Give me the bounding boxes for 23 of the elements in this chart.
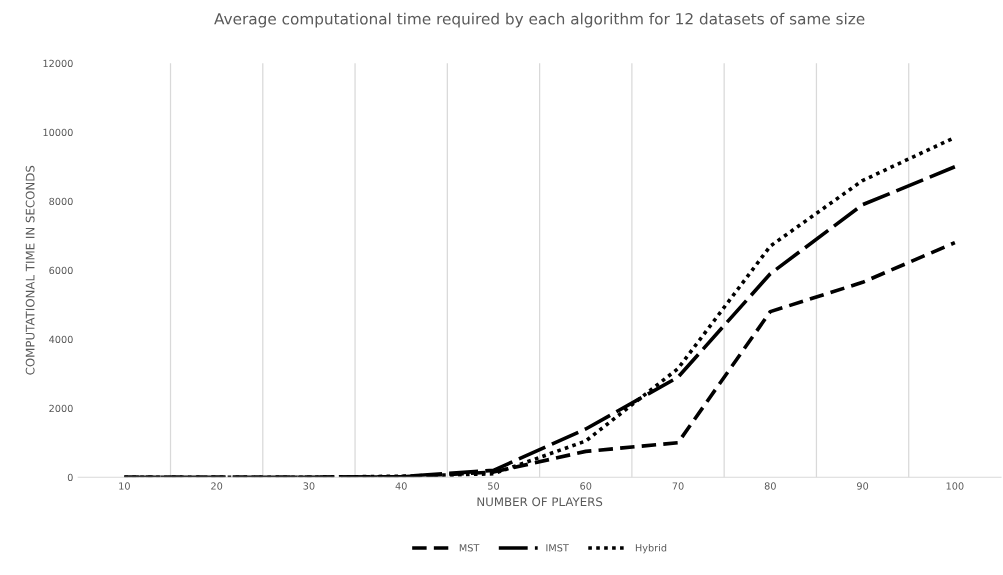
y-tick-label: 0 <box>67 473 73 482</box>
x-tick-label: 10 <box>119 482 130 490</box>
x-tick-label: 90 <box>857 482 869 490</box>
x-tick-label: 30 <box>303 482 315 490</box>
x-tick-label: 60 <box>580 482 592 490</box>
y-tick-label: 12000 <box>43 59 73 68</box>
y-tick-label: 8000 <box>49 197 73 206</box>
y-tick-label: 10000 <box>43 128 73 137</box>
legend-label: MST <box>459 544 480 552</box>
legend-label: Hybrid <box>635 543 667 554</box>
y-tick-label: 2000 <box>49 404 73 413</box>
x-tick-label: 100 <box>946 482 964 490</box>
y-tick-label: 6000 <box>49 266 73 275</box>
x-tick-label: 40 <box>395 482 407 490</box>
y-axis-title: COMPUTATIONAL TIME IN SECONDS <box>25 165 35 375</box>
x-tick-label: 20 <box>211 482 223 490</box>
x-tick-label: 80 <box>764 482 776 490</box>
x-tick-label: 50 <box>488 482 500 490</box>
y-tick-label: 4000 <box>49 335 73 344</box>
x-axis-title: NUMBER OF PLAYERS <box>477 497 603 507</box>
x-tick-label: 70 <box>672 482 684 490</box>
chart-title: Average computational time required by each algorithm for 12 datasets of same size <box>214 12 865 28</box>
legend-label: IMST <box>546 544 569 552</box>
